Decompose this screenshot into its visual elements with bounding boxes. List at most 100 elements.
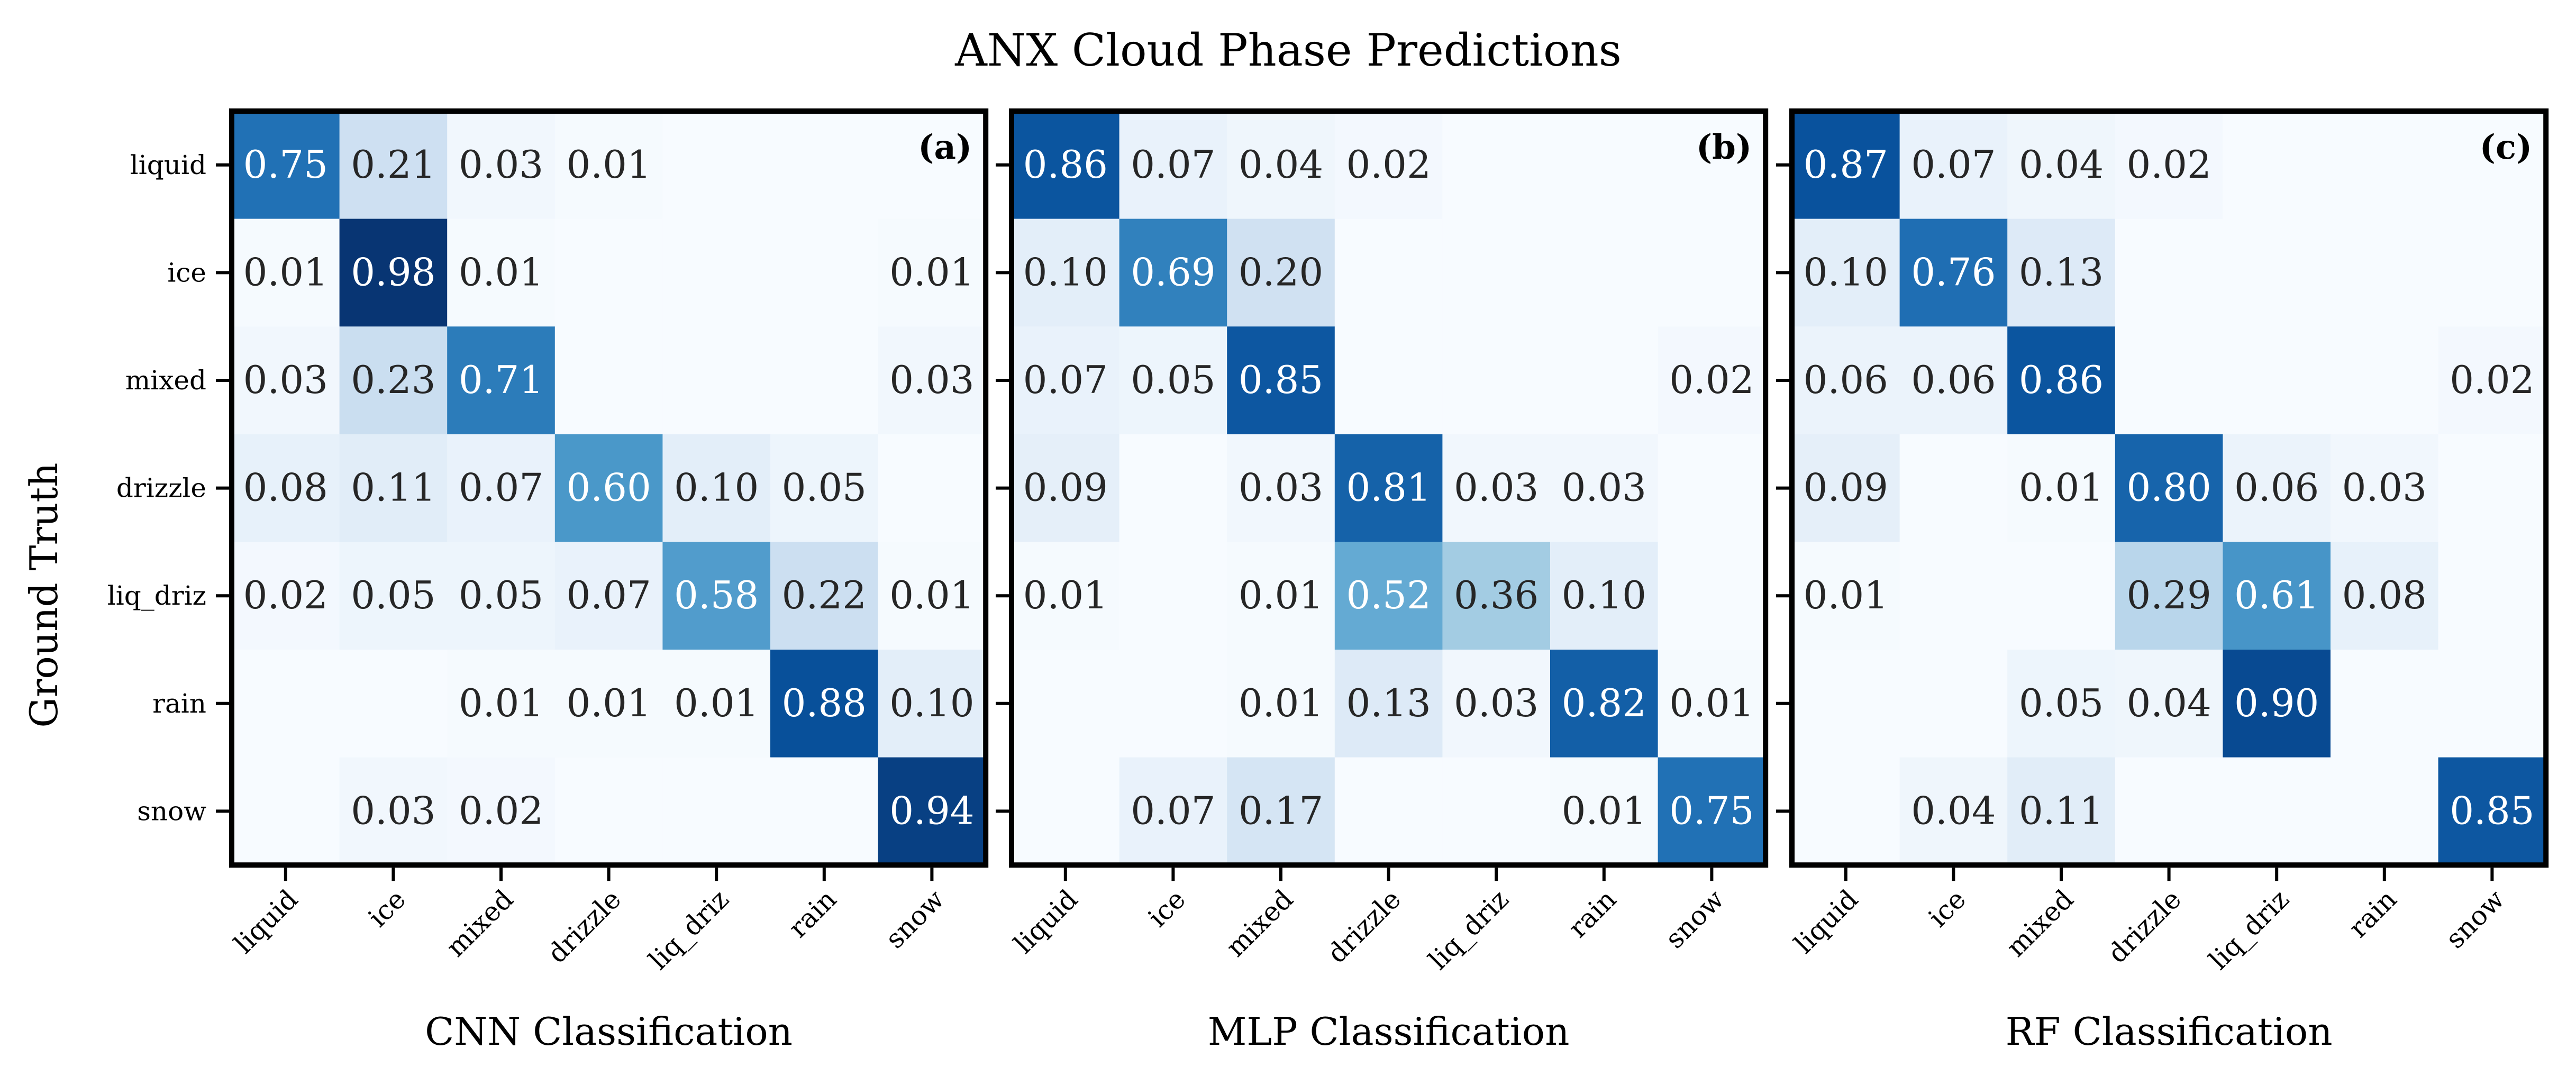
- heatmap-cell: [878, 111, 986, 220]
- cell-value-label: 0.98: [351, 250, 435, 294]
- heatmap-cell: [662, 218, 771, 327]
- heatmap-cell: [1550, 434, 1659, 542]
- x-tick-label: snow: [879, 884, 950, 955]
- heatmap-cell: [1012, 542, 1120, 650]
- heatmap-cell: [2115, 111, 2223, 220]
- heatmap-cell: [232, 326, 340, 435]
- cell-value-label: 0.07: [1023, 358, 1108, 402]
- heatmap-cell: [232, 650, 340, 758]
- cell-value-label: 0.13: [1346, 681, 1431, 725]
- cell-value-label: 0.58: [674, 573, 759, 617]
- heatmap-cell: [554, 650, 663, 758]
- cell-value-label: 0.90: [2234, 681, 2319, 725]
- heatmap-cell: [2438, 434, 2546, 542]
- cell-value-label: 0.60: [566, 466, 651, 510]
- heatmap-cell: [2223, 326, 2331, 435]
- heatmap-cell: [1227, 111, 1335, 220]
- heatmap-cell: [1792, 757, 1900, 865]
- cell-value-label: 0.11: [351, 466, 435, 510]
- x-tick-label: rain: [1562, 884, 1622, 944]
- heatmap-cell: [2115, 218, 2223, 327]
- heatmap-cell: [1012, 434, 1120, 542]
- cell-value-label: 0.94: [889, 788, 974, 833]
- heatmap-cell: [662, 326, 771, 435]
- x-axis-label: RF Classification: [2006, 1009, 2333, 1054]
- heatmap-cell: [1792, 650, 1900, 758]
- cell-value-label: 0.10: [1562, 573, 1646, 617]
- cell-value-label: 0.02: [243, 573, 328, 617]
- cell-value-label: 0.05: [351, 573, 435, 617]
- panels-group: 0.75 0.21 0.03 0.01 0.01 0.98 0.01 0.01 0.03 0.23…: [107, 108, 2549, 1054]
- cell-value-label: 0.08: [243, 466, 328, 510]
- heatmap-cell: [554, 434, 663, 542]
- x-tick-label: snow: [2440, 884, 2510, 955]
- cell-value-label: 0.07: [1911, 142, 1996, 187]
- heatmap-cell: [2115, 326, 2223, 435]
- cell-value-label: 0.09: [1023, 466, 1108, 510]
- heatmap-cell: [1442, 111, 1551, 220]
- heatmap-cell: [878, 542, 986, 650]
- heatmap-cell: [1792, 111, 1900, 220]
- heatmap-cell: [2007, 650, 2116, 758]
- heatmap-cell: [2438, 111, 2546, 220]
- heatmap-cell: [447, 542, 556, 650]
- panel-tag-label: (a): [918, 127, 972, 167]
- heatmap-cell: [1012, 218, 1120, 327]
- heatmap-cell: [1227, 326, 1335, 435]
- cell-value-label: 0.05: [2019, 681, 2104, 725]
- heatmap-cell: [1119, 111, 1227, 220]
- heatmap-cell: [2115, 542, 2223, 650]
- heatmap-cell: [1550, 757, 1659, 865]
- x-tick-label: ice: [1923, 884, 1972, 933]
- heatmap-cell: [662, 111, 771, 220]
- heatmap-cell: [878, 650, 986, 758]
- x-tick-label: liquid: [1788, 884, 1864, 960]
- cell-value-label: 0.03: [243, 358, 328, 402]
- heatmap-cell: [1012, 757, 1120, 865]
- cell-value-label: 0.05: [1131, 358, 1215, 402]
- heatmap-cell: [1119, 650, 1227, 758]
- cell-value-label: 0.05: [459, 573, 543, 617]
- heatmap-cell: [339, 650, 448, 758]
- y-tick-label: liq_driz: [107, 580, 206, 611]
- heatmap-cell: [1442, 542, 1551, 650]
- cell-value-label: 0.07: [1131, 788, 1215, 833]
- cell-value-label: 0.04: [1239, 142, 1323, 187]
- heatmap-cell: [1012, 111, 1120, 220]
- heatmap-cell: [554, 542, 663, 650]
- heatmap-cell: [2007, 757, 2116, 865]
- heatmap-cell: [1012, 326, 1120, 435]
- x-tick-label: mixed: [440, 884, 519, 963]
- heatmap-cell: [1442, 218, 1551, 327]
- heatmap-cell: [1334, 111, 1443, 220]
- heatmap-cell: [2438, 650, 2546, 758]
- heatmap-cell: [447, 757, 556, 865]
- cell-value-label: 0.03: [1454, 681, 1539, 725]
- heatmap-cell: [2331, 434, 2439, 542]
- x-tick-label: liquid: [228, 884, 304, 960]
- heatmap-cell: [1899, 434, 2008, 542]
- heatmap-cell: [1119, 326, 1227, 435]
- heatmap-cell: [1899, 111, 2008, 220]
- heatmap-cell: [1334, 434, 1443, 542]
- heatmap-cell: [1550, 218, 1659, 327]
- heatmap-cell: [2331, 326, 2439, 435]
- heatmap-cell: [1658, 434, 1766, 542]
- cell-value-label: 0.86: [2019, 358, 2104, 402]
- cell-value-label: 0.52: [1346, 573, 1431, 617]
- heatmap-cell: [554, 111, 663, 220]
- heatmap-cell: [447, 650, 556, 758]
- heatmap-cell: [1227, 757, 1335, 865]
- y-tick-label: snow: [137, 796, 206, 826]
- cell-value-label: 0.07: [459, 466, 543, 510]
- cell-value-label: 0.01: [889, 573, 974, 617]
- y-tick-label: liquid: [130, 150, 206, 180]
- cell-value-label: 0.01: [459, 250, 543, 294]
- cell-value-label: 0.61: [2234, 573, 2319, 617]
- heatmap-cell: [1550, 326, 1659, 435]
- y-tick-label: ice: [167, 257, 206, 288]
- cell-value-label: 0.01: [889, 250, 974, 294]
- cell-value-label: 0.07: [566, 573, 651, 617]
- heatmap-cell: [1899, 757, 2008, 865]
- heatmap-cell: [2007, 434, 2116, 542]
